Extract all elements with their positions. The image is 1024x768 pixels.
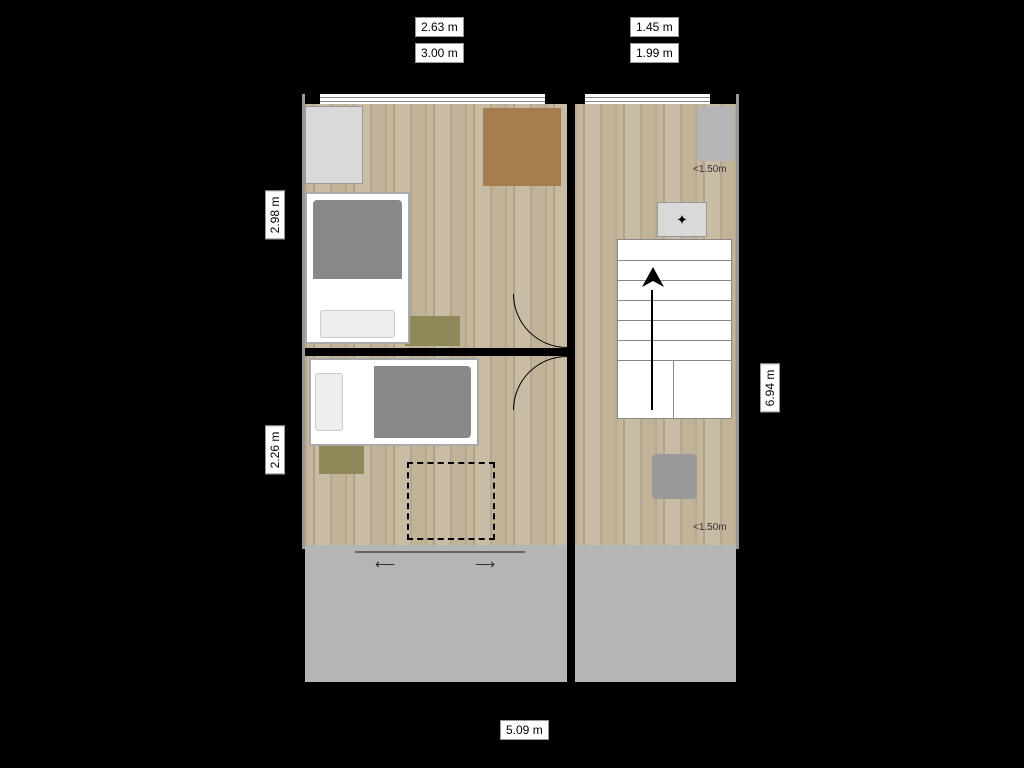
- dim-top-inner-right: 1.99 m: [630, 43, 679, 63]
- appliance-icon: ✦: [676, 211, 688, 228]
- rug-upper: [405, 316, 460, 346]
- headroom-note-lower: <1.50m: [693, 522, 727, 533]
- dim-top-inner-left: 3.00 m: [415, 43, 464, 63]
- headroom-note-upper: <1.50m: [693, 164, 727, 175]
- rug-lower: [319, 446, 364, 474]
- floorplan-container: ⟵ ⟶ ✦ <1.50m <1.50m: [305, 94, 736, 682]
- dresser-darkwood: [483, 108, 561, 186]
- ottoman-right: [652, 454, 697, 499]
- dim-right-full: 6.94 m: [760, 364, 780, 413]
- dim-bottom: 5.09 m: [500, 720, 549, 740]
- gray-corner-right-top: [697, 106, 735, 161]
- wall-left: [302, 94, 305, 549]
- wall-right-outer: [736, 94, 739, 549]
- wardrobe-upper-left: [305, 106, 363, 184]
- stair-direction-arrow: [638, 265, 668, 295]
- gray-zone-bottom-left: [305, 545, 567, 682]
- sliding-door-line: [355, 551, 525, 553]
- dim-left-lower: 2.26 m: [265, 426, 285, 475]
- wall-horizontal-divider: [305, 348, 567, 356]
- bed-upper: [305, 192, 410, 344]
- dim-top-outer-left: 2.63 m: [415, 17, 464, 37]
- dim-left-upper: 2.98 m: [265, 191, 285, 240]
- dim-top-outer-right: 1.45 m: [630, 17, 679, 37]
- wall-center-vertical: [567, 94, 575, 549]
- staircase: [617, 239, 732, 419]
- bed-lower: [309, 358, 479, 446]
- gray-zone-bottom-right: [575, 545, 736, 682]
- slide-arrow-left: ⟵: [375, 556, 395, 573]
- window-top-right: [585, 94, 710, 104]
- floor-hatch: [407, 462, 495, 540]
- window-top-left: [320, 94, 545, 104]
- slide-arrow-right: ⟶: [475, 556, 495, 573]
- appliance-right: ✦: [657, 202, 707, 237]
